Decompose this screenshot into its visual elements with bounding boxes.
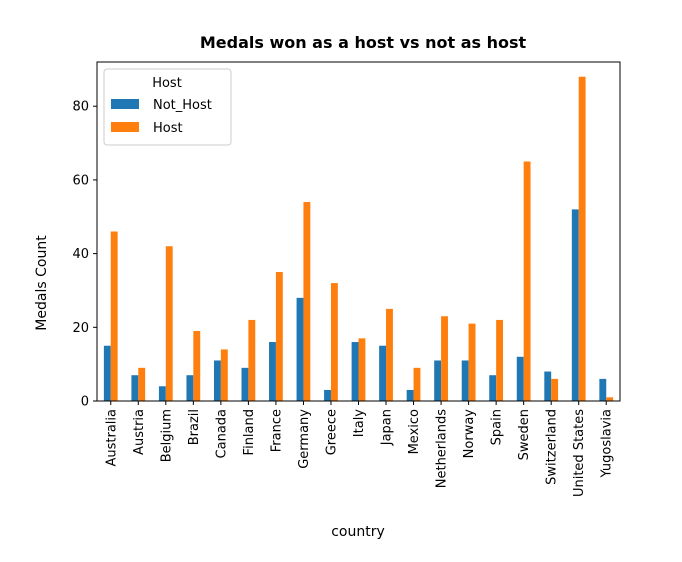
legend-label-host: Host <box>153 121 183 136</box>
bar-not-host-france <box>269 342 276 401</box>
x-tick-label-canada: Canada <box>214 409 229 458</box>
bar-host-canada <box>220 349 228 401</box>
x-tick-label-austria: Austria <box>132 409 147 455</box>
x-tick-label-japan: Japan <box>380 409 395 446</box>
bar-host-netherlands <box>441 316 448 401</box>
bar-host-spain <box>496 319 504 401</box>
bar-not-host-netherlands <box>434 360 442 401</box>
bar-host-greece <box>330 283 338 401</box>
bar-not-host-united-states <box>571 209 579 401</box>
bar-not-host-spain <box>489 375 497 401</box>
bar-not-host-italy <box>351 342 359 401</box>
bar-not-host-germany <box>296 297 304 401</box>
x-tick-label-norway: Norway <box>462 409 477 459</box>
x-axis-ticks: Australia Austria Belgium Brazil Canada Finla… <box>104 401 615 497</box>
y-tick-label-20: 20 <box>72 321 89 336</box>
bar-not-host-finland <box>241 367 249 401</box>
bar-host-sweden <box>523 161 531 401</box>
x-tick-label-finland: Finland <box>242 409 257 455</box>
plot-frame <box>96 61 621 402</box>
bar-host-norway <box>468 323 476 401</box>
x-tick-label-yugoslavia: Yugoslavia <box>600 409 615 479</box>
x-tick-label-italy: Italy <box>352 409 367 438</box>
y-tick-label-40: 40 <box>72 247 89 262</box>
y-axis-ticks: 0 20 40 60 80 <box>72 100 97 410</box>
bar-not-host-sweden <box>516 356 524 401</box>
bars-group <box>103 76 614 402</box>
x-tick-label-netherlands: Netherlands <box>435 409 450 488</box>
bar-host-australia <box>110 231 118 401</box>
bar-host-italy <box>358 338 366 401</box>
bar-host-japan <box>386 308 393 401</box>
bar-host-belgium <box>165 246 173 401</box>
bar-host-yugoslavia <box>606 397 614 401</box>
x-tick-label-brazil: Brazil <box>187 409 202 445</box>
bar-not-host-yugoslavia <box>599 378 607 401</box>
bar-host-brazil <box>193 330 201 401</box>
bar-not-host-australia <box>103 345 111 401</box>
bar-not-host-brazil <box>186 375 194 401</box>
bar-host-switzerland <box>551 378 559 401</box>
bar-not-host-greece <box>324 389 331 401</box>
x-tick-label-greece: Greece <box>324 409 339 455</box>
x-tick-label-belgium: Belgium <box>159 409 174 462</box>
legend-swatch-host <box>111 122 139 132</box>
x-tick-label-spain: Spain <box>490 409 505 445</box>
y-tick-label-0: 0 <box>81 395 89 410</box>
chart-title: Medals won as a host vs not as host <box>200 33 527 52</box>
bar-host-united-states <box>578 76 586 402</box>
y-axis-label: Medals Count <box>34 235 50 331</box>
bar-host-france <box>275 272 283 401</box>
bar-host-mexico <box>413 367 421 401</box>
x-tick-label-france: France <box>269 409 284 452</box>
x-tick-label-germany: Germany <box>297 409 312 469</box>
bar-host-austria <box>138 367 146 401</box>
x-tick-label-mexico: Mexico <box>407 409 422 454</box>
bar-not-host-norway <box>461 360 469 401</box>
bar-not-host-japan <box>379 345 387 401</box>
bar-host-germany <box>303 202 311 401</box>
legend: Host Not_Host Host <box>103 68 232 146</box>
bar-not-host-austria <box>131 375 139 401</box>
bar-not-host-canada <box>213 360 221 401</box>
x-axis-label: country <box>331 524 385 540</box>
x-tick-label-united-states: United States <box>572 409 587 497</box>
x-tick-label-australia: Australia <box>104 409 119 467</box>
x-tick-label-sweden: Sweden <box>517 409 532 460</box>
legend-title: Host <box>152 76 182 91</box>
bar-host-finland <box>248 319 256 401</box>
x-tick-label-switzerland: Switzerland <box>545 409 560 485</box>
y-tick-label-60: 60 <box>72 173 89 188</box>
legend-label-not-host: Not_Host <box>153 98 212 113</box>
legend-swatch-not-host <box>111 99 139 109</box>
bar-not-host-belgium <box>158 386 166 401</box>
bar-not-host-switzerland <box>544 371 552 401</box>
y-tick-label-80: 80 <box>72 100 89 115</box>
bar-not-host-mexico <box>406 389 414 401</box>
